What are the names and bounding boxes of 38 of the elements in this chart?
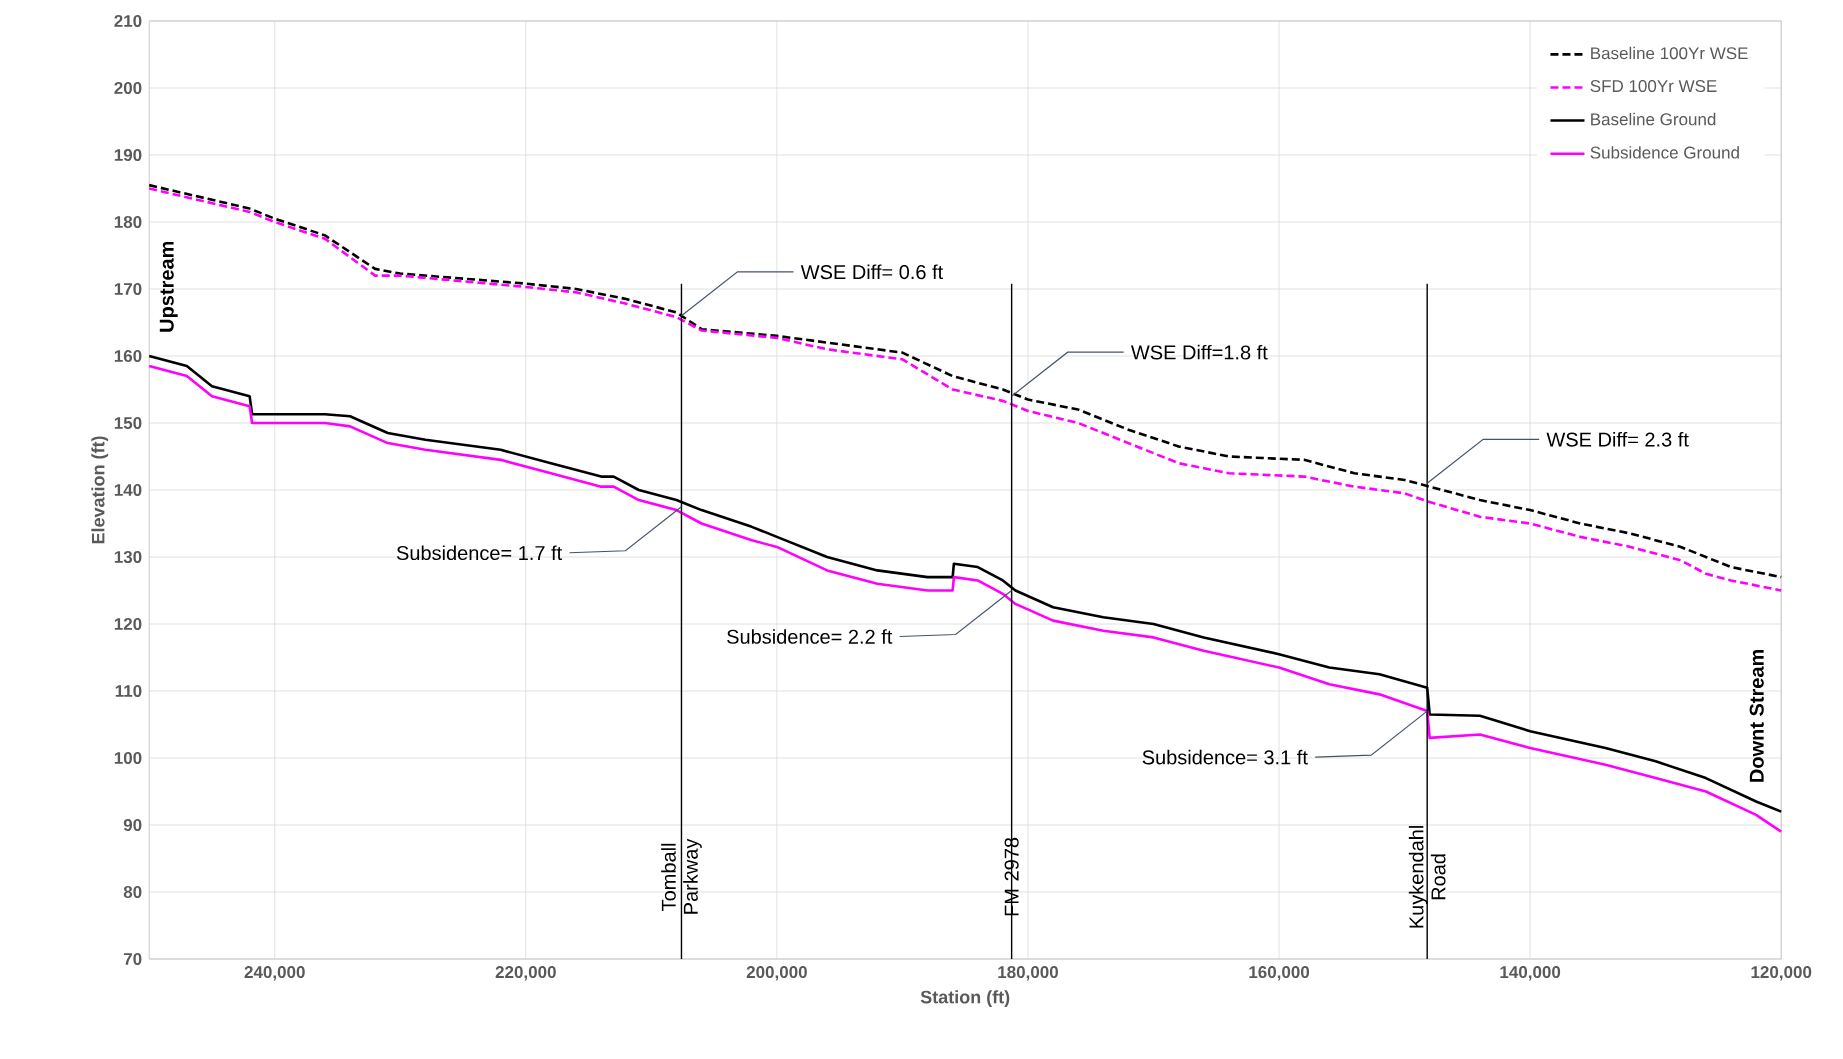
y-axis-title: Elevation (ft) <box>91 436 109 544</box>
legend-label: Subsidence Ground <box>1590 146 1739 159</box>
ref-line-label: Kuykendahl Road <box>1408 826 1446 928</box>
x-tick-label: 180,000 <box>998 966 1058 981</box>
legend-label: SFD 100Yr WSE <box>1590 80 1717 93</box>
y-tick-label: 120 <box>114 617 142 631</box>
annotation: Subsidence= 3.1 ft <box>1142 749 1308 765</box>
x-tick-label: 200,000 <box>746 966 807 981</box>
annotation: Downt Stream <box>1749 649 1764 782</box>
y-tick-label: 80 <box>123 885 142 899</box>
ref-line-label: Tomball Parkway <box>661 838 702 914</box>
y-tick-label: 140 <box>114 483 142 496</box>
x-tick-label: 120,000 <box>1751 966 1812 981</box>
y-tick-label: 160 <box>114 349 142 362</box>
annotation: WSE Diff= 0.6 ft <box>800 264 944 280</box>
annotation: Subsidence= 2.2 ft <box>727 629 893 644</box>
x-tick-label: 160,000 <box>1249 966 1310 981</box>
x-tick-label: 220,000 <box>495 966 556 981</box>
x-tick-label: 140,000 <box>1500 966 1561 981</box>
annotation: WSE Diff=1.8 ft <box>1130 344 1268 360</box>
legend-label: Baseline Ground <box>1591 112 1716 126</box>
annotation: Subsidence= 1.7 ft <box>396 545 563 561</box>
y-tick-label: 130 <box>114 550 142 564</box>
y-tick-label: 100 <box>114 751 142 765</box>
annotation: Upstream <box>159 241 178 332</box>
y-tick-label: 190 <box>114 148 142 161</box>
annotation: WSE Diff= 2.3 ft <box>1546 431 1689 447</box>
y-tick-label: 110 <box>115 684 142 698</box>
y-tick-label: 180 <box>114 215 142 228</box>
x-tick-label: 240,000 <box>244 966 305 981</box>
y-tick-label: 90 <box>123 818 142 832</box>
y-tick-label: 210 <box>114 14 142 27</box>
y-tick-label: 200 <box>114 81 142 94</box>
y-tick-label: 150 <box>114 416 142 429</box>
y-tick-label: 70 <box>123 952 142 966</box>
y-tick-label: 170 <box>114 282 142 295</box>
x-axis-title: Station (ft) <box>920 990 1010 1008</box>
legend-label: Baseline 100Yr WSE <box>1591 46 1748 60</box>
